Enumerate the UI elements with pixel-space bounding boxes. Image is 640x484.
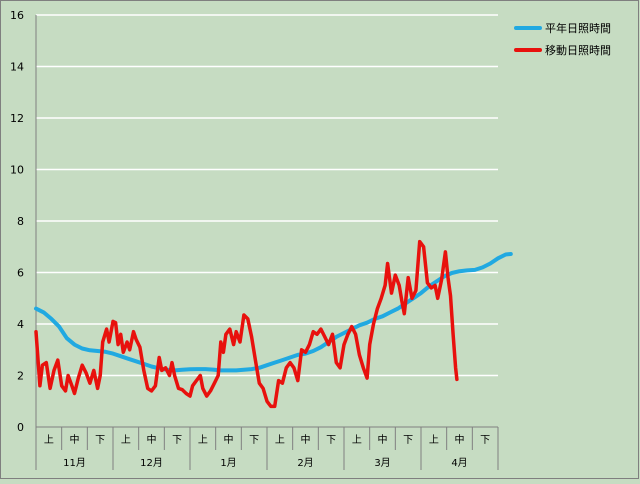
- x-period-label: 中: [378, 433, 388, 446]
- x-month-label: 12月: [140, 457, 163, 469]
- x-period-label: 中: [70, 433, 80, 446]
- y-tick-label: 10: [10, 164, 24, 177]
- x-period-label: 上: [44, 434, 54, 446]
- x-month-label: 11月: [63, 457, 86, 469]
- legend-label: 移動日照時間: [545, 43, 611, 57]
- x-month-label: 4月: [451, 457, 467, 469]
- x-period-label: 上: [121, 434, 131, 446]
- x-period-label: 下: [172, 435, 182, 446]
- x-period-label: 下: [326, 435, 336, 446]
- y-tick-label: 14: [10, 61, 24, 74]
- x-period-label: 上: [198, 434, 208, 446]
- x-period-label: 中: [301, 433, 311, 446]
- x-period-label: 下: [480, 435, 490, 446]
- series-line-2: [34, 239, 459, 409]
- y-tick-label: 4: [17, 318, 24, 331]
- series-line-1: [34, 252, 513, 373]
- y-tick-label: 8: [17, 215, 24, 228]
- x-month-label: 3月: [374, 457, 390, 469]
- legend-label: 平年日照時間: [545, 21, 611, 35]
- x-period-label: 上: [352, 434, 362, 446]
- x-month-label: 2月: [297, 457, 313, 469]
- plot-area: 0246810121416上中下11月上中下12月上中下1月上中下2月上中下3月…: [10, 9, 513, 470]
- x-period-label: 上: [275, 434, 285, 446]
- x-period-label: 下: [403, 435, 413, 446]
- y-tick-label: 0: [17, 421, 24, 434]
- y-tick-label: 16: [10, 9, 24, 22]
- y-tick-label: 12: [10, 112, 24, 125]
- x-period-label: 中: [224, 433, 234, 446]
- x-period-label: 中: [147, 433, 157, 446]
- x-month-label: 1月: [220, 457, 236, 469]
- x-period-label: 下: [249, 435, 259, 446]
- y-tick-label: 6: [17, 267, 24, 280]
- x-period-label: 下: [95, 435, 105, 446]
- x-period-label: 中: [455, 433, 465, 446]
- y-tick-label: 2: [17, 370, 24, 383]
- x-period-label: 上: [429, 434, 439, 446]
